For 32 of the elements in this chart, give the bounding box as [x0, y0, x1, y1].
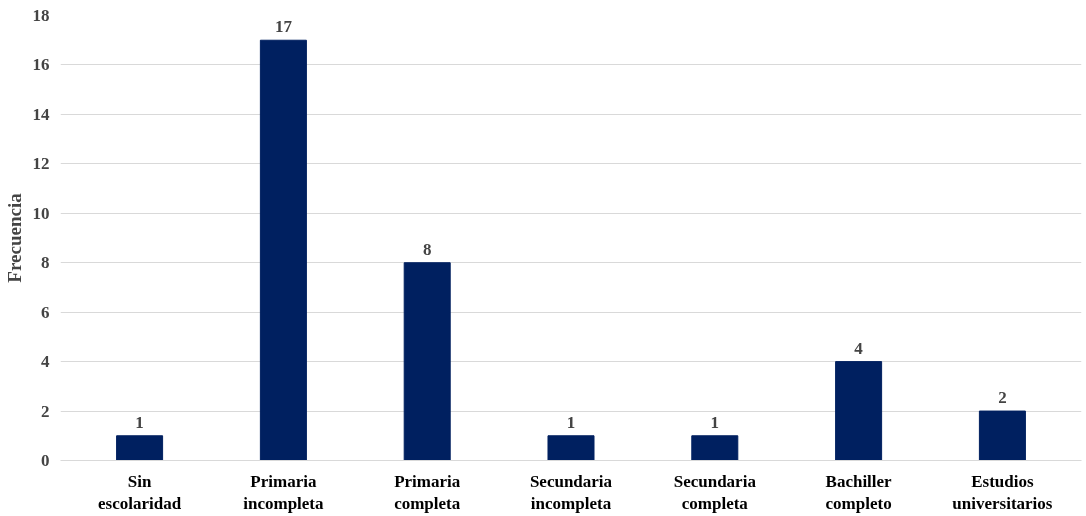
bar	[835, 361, 883, 461]
bar	[978, 410, 1026, 461]
y-tick-label: 4	[41, 352, 50, 372]
y-tick-label: 2	[41, 401, 50, 421]
y-tick-label: 16	[32, 55, 50, 75]
x-tick-label: Primaria incompleta	[243, 471, 325, 514]
y-tick-label: 12	[32, 154, 50, 174]
bar	[259, 39, 307, 461]
y-axis-title: Frecuencia	[3, 192, 25, 283]
data-label: 4	[854, 338, 864, 358]
data-label: 8	[422, 239, 432, 259]
y-tick-label: 8	[41, 253, 50, 273]
y-tick-label: 6	[41, 302, 50, 322]
y-tick-label: 14	[32, 104, 50, 124]
x-tick-label: Sin escolaridad	[98, 471, 182, 514]
data-label: 2	[998, 388, 1007, 408]
y-tick-label: 0	[41, 451, 50, 470]
x-tick-label: Bachiller completo	[825, 471, 893, 514]
bar	[547, 435, 595, 461]
data-label: 17	[274, 17, 293, 37]
x-tick-label: Primaria completa	[394, 471, 461, 514]
x-tick-label: Secundaria incompleta	[529, 471, 613, 514]
data-label: 1	[135, 412, 144, 432]
data-label: 1	[566, 412, 576, 432]
y-tick-label: 18	[32, 6, 50, 25]
x-tick-label: Secundaria completa	[673, 471, 757, 514]
bar	[691, 435, 739, 461]
data-label: 1	[710, 412, 720, 432]
bar	[403, 262, 451, 461]
y-tick-label: 10	[32, 203, 50, 223]
x-tick-label: Estudios universitarios	[952, 471, 1053, 514]
bar	[116, 435, 164, 461]
